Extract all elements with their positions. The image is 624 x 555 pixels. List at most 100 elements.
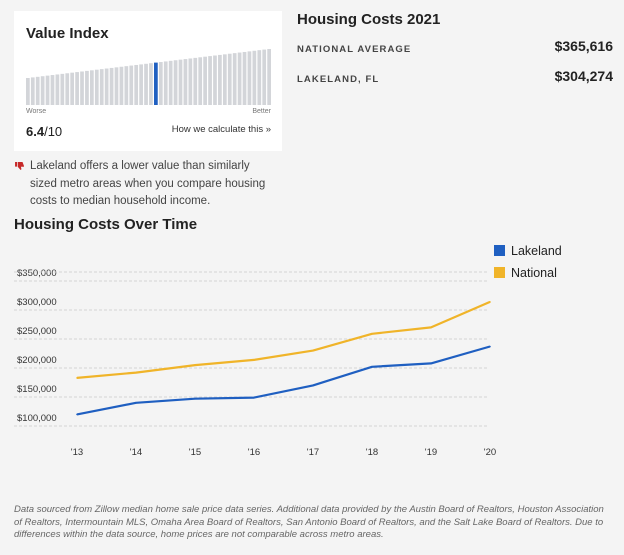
value-index-bar (267, 49, 271, 105)
housing-cost-value: $365,616 (554, 38, 613, 54)
y-tick-label: $200,000 (17, 355, 57, 366)
x-tick-label: '18 (366, 447, 378, 458)
value-index-bar (80, 71, 84, 105)
value-note: Lakeland offers a lower value than simil… (15, 158, 277, 211)
value-index-bar (163, 61, 168, 105)
data-point-lakeland (312, 384, 314, 387)
y-tick-label: $150,000 (17, 384, 57, 395)
data-point-national (430, 326, 432, 329)
x-tick-label: '13 (71, 447, 83, 458)
value-index-bar (144, 63, 148, 105)
value-index-bar (149, 63, 153, 105)
value-index-bar-scale (26, 49, 271, 105)
data-point-national (489, 301, 491, 303)
value-index-bar (70, 72, 75, 105)
series-line-lakeland (76, 345, 491, 416)
housing-cost-value: $304,274 (554, 68, 613, 84)
x-tick-label: '16 (248, 447, 260, 458)
value-index-bar (183, 59, 188, 105)
data-point-national (194, 364, 196, 366)
value-index-bar (90, 70, 94, 105)
value-index-bar (45, 75, 50, 105)
value-index-bar (119, 66, 124, 105)
value-index-card: Value Index Worse Better 6.4/10 How we c… (14, 11, 282, 151)
value-index-bar (218, 54, 222, 105)
data-point-national (312, 349, 314, 352)
x-tick-label: '19 (425, 447, 437, 458)
value-index-better-label: Better (252, 108, 271, 115)
y-tick-label: $350,000 (17, 268, 57, 279)
value-index-bar (65, 73, 70, 105)
housing-costs-title: Housing Costs 2021 (297, 11, 441, 28)
data-point-national (253, 359, 255, 361)
value-index-title: Value Index (26, 25, 109, 42)
y-tick-label: $300,000 (17, 297, 57, 308)
value-index-bar (40, 76, 45, 105)
value-index-bar (109, 67, 114, 105)
value-index-bar (213, 55, 217, 105)
data-point-national (76, 377, 78, 379)
value-index-bar (242, 51, 247, 105)
value-index-bar (94, 69, 99, 105)
value-index-bar (26, 78, 30, 105)
value-index-bar (188, 58, 193, 105)
data-point-lakeland (253, 396, 255, 399)
y-tick-label: $100,000 (17, 413, 57, 424)
value-index-marker-bar (154, 62, 158, 105)
value-index-score-number: 6.4 (26, 124, 45, 139)
legend-swatch-national (494, 267, 505, 278)
value-index-bar (129, 65, 134, 105)
x-tick-label: '14 (130, 447, 142, 458)
thumbs-down-icon (15, 162, 24, 170)
value-index-worse-label: Worse (26, 108, 47, 115)
x-tick-label: '20 (484, 447, 496, 458)
value-index-bar (227, 53, 232, 105)
value-index-bar (198, 57, 203, 105)
value-index-bar (232, 53, 237, 105)
value-index-bar (85, 70, 89, 105)
housing-cost-label: LAKELAND, FL (297, 74, 380, 85)
housing-cost-label: NATIONAL AVERAGE (297, 44, 412, 55)
value-index-bar (104, 68, 109, 105)
value-index-bar (134, 64, 139, 105)
series-line-national (76, 300, 491, 379)
value-index-bar (114, 67, 119, 105)
value-index-bar (60, 73, 65, 105)
housing-costs-line-chart: $100,000 $150,000 $200,000 $250,000 $300,000… (14, 244, 562, 458)
chart-title: Housing Costs Over Time (14, 216, 198, 233)
value-index-bar (193, 57, 198, 105)
value-index-bar (252, 50, 257, 105)
data-point-national (135, 371, 137, 374)
how-we-calculate-link[interactable]: How we calculate this » (171, 124, 271, 135)
value-index-bar (30, 77, 35, 105)
value-index-bar (139, 64, 143, 105)
data-point-lakeland (194, 397, 196, 400)
value-index-bar (178, 59, 183, 105)
data-point-lakeland (371, 366, 373, 368)
value-index-bar (247, 51, 252, 105)
y-tick-label: $250,000 (17, 326, 57, 337)
value-index-bar (237, 52, 242, 105)
legend-label-lakeland: Lakeland (511, 244, 562, 258)
data-point-lakeland (76, 413, 78, 416)
x-tick-label: '15 (189, 447, 201, 458)
value-index-bar (124, 66, 129, 105)
value-index-bar (168, 60, 173, 105)
data-point-national (371, 333, 373, 335)
value-index-bar (222, 54, 227, 105)
value-index-score-suffix: /10 (44, 124, 63, 139)
value-index-bar (35, 76, 40, 105)
value-index-bar (158, 62, 163, 105)
legend-swatch-lakeland (494, 245, 505, 256)
value-index-bar (203, 56, 207, 105)
x-tick-label: '17 (307, 447, 319, 458)
value-index-bar (55, 74, 60, 105)
value-index-bar (50, 75, 55, 105)
value-index-bar (75, 72, 79, 105)
data-point-lakeland (135, 402, 137, 404)
value-index-bar (173, 60, 178, 105)
legend-label-national: National (511, 266, 557, 280)
value-index-bar (262, 49, 267, 105)
data-source-footnote: Data sourced from Zillow median home sal… (14, 504, 604, 540)
value-note-text: Lakeland offers a lower value than simil… (30, 160, 266, 207)
